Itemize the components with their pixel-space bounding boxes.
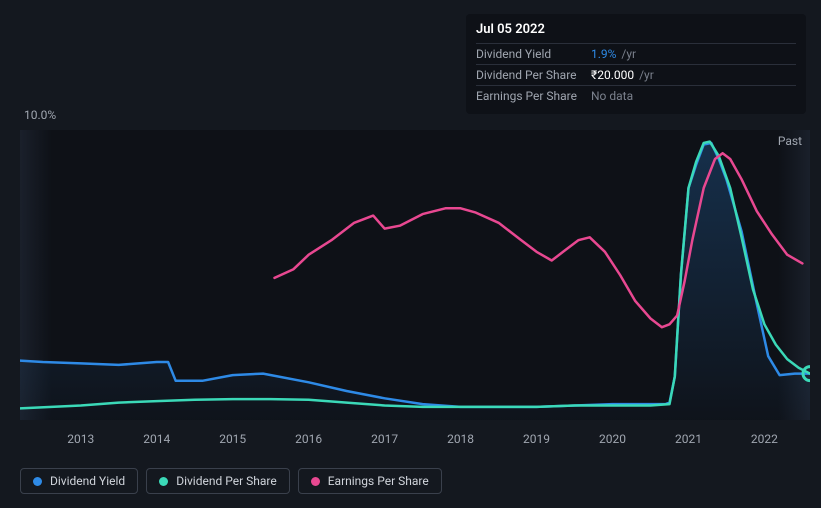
tooltip-row-value: No data xyxy=(591,89,633,103)
tooltip-row-value: ₹20.000 /yr xyxy=(591,68,654,82)
xaxis-tick: 2018 xyxy=(447,432,474,446)
legend-label: Dividend Yield xyxy=(50,474,125,488)
tooltip-date: Jul 05 2022 xyxy=(476,20,796,44)
chart-svg xyxy=(20,130,810,420)
past-label: Past xyxy=(778,134,802,148)
xaxis: 2013 2014 2015 2016 2017 2018 2019 2020 2021 2022 xyxy=(20,432,810,452)
tooltip-row-label: Dividend Per Share xyxy=(476,68,591,82)
legend-label: Dividend Per Share xyxy=(176,474,277,488)
tooltip-row-value: 1.9% /yr xyxy=(591,47,636,61)
legend-label: Earnings Per Share xyxy=(328,474,429,488)
tooltip-row-label: Dividend Yield xyxy=(476,47,591,61)
chart-area[interactable]: Past xyxy=(20,130,810,420)
xaxis-tick: 2016 xyxy=(295,432,322,446)
tooltip-rows: Dividend Yield1.9% /yrDividend Per Share… xyxy=(476,44,796,106)
tooltip-panel: Jul 05 2022 Dividend Yield1.9% /yrDivide… xyxy=(466,14,806,114)
legend-dot xyxy=(311,477,320,486)
legend-item[interactable]: Dividend Yield xyxy=(20,468,138,494)
legend-dot xyxy=(33,477,42,486)
tooltip-row-label: Earnings Per Share xyxy=(476,89,591,103)
legend-item[interactable]: Dividend Per Share xyxy=(146,468,290,494)
xaxis-tick: 2022 xyxy=(751,432,778,446)
xaxis-tick: 2021 xyxy=(675,432,702,446)
xaxis-tick: 2017 xyxy=(371,432,398,446)
xaxis-tick: 2019 xyxy=(523,432,550,446)
xaxis-tick: 2013 xyxy=(67,432,94,446)
xaxis-tick: 2014 xyxy=(143,432,170,446)
tooltip-row: Dividend Yield1.9% /yr xyxy=(476,44,796,65)
xaxis-tick: 2020 xyxy=(599,432,626,446)
legend-dot xyxy=(159,477,168,486)
tooltip-row: Dividend Per Share₹20.000 /yr xyxy=(476,65,796,86)
legend: Dividend Yield Dividend Per Share Earnings… xyxy=(20,468,442,494)
tooltip-row: Earnings Per ShareNo data xyxy=(476,86,796,106)
yaxis-top-label: 10.0% xyxy=(24,108,56,122)
xaxis-tick: 2015 xyxy=(219,432,246,446)
legend-item[interactable]: Earnings Per Share xyxy=(298,468,442,494)
